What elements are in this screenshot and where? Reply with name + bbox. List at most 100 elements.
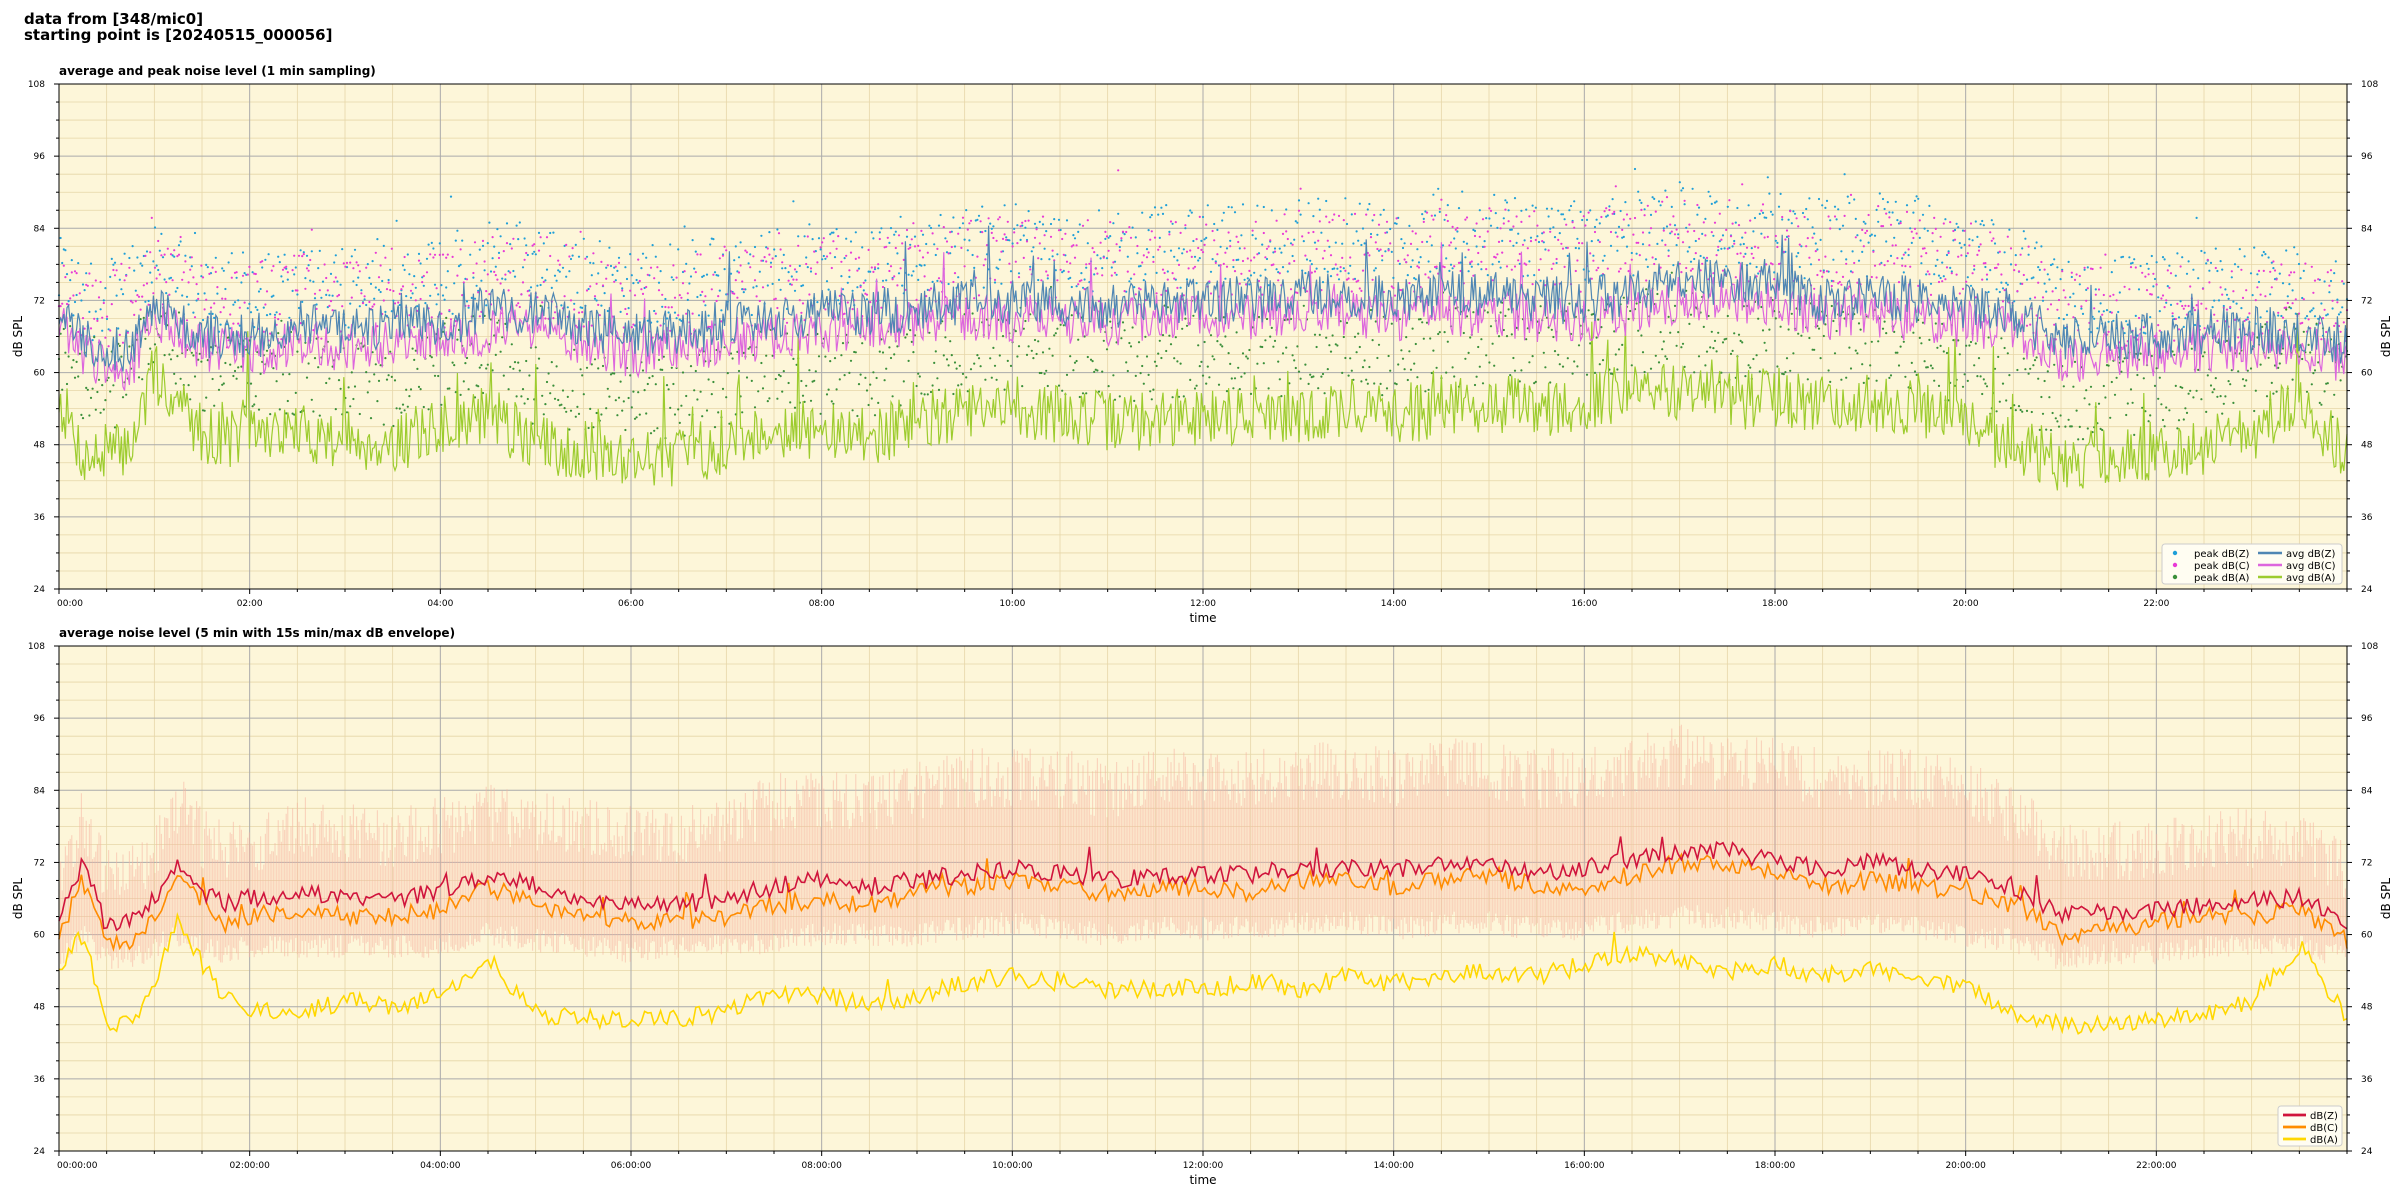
peak-dot — [256, 308, 259, 311]
peak-dot — [201, 318, 205, 322]
peak-dot — [317, 267, 320, 270]
peak-dot — [659, 270, 662, 273]
peak-dot — [896, 252, 899, 255]
peak-dot — [245, 273, 248, 276]
peak-dot — [857, 267, 861, 270]
peak-dot — [697, 314, 701, 317]
peak-dot — [811, 238, 814, 241]
peak-dot — [701, 275, 704, 278]
peak-dot — [877, 267, 880, 270]
peak-dot — [709, 243, 712, 246]
peak-dot — [872, 237, 875, 240]
peak-dot — [336, 280, 339, 283]
peak-dot — [313, 297, 317, 300]
peak-dot — [328, 294, 331, 297]
peak-dot — [952, 216, 955, 219]
peak-dot — [622, 294, 625, 298]
peak-dot — [761, 259, 765, 262]
peak-dot — [326, 306, 329, 309]
peak-dot — [277, 255, 280, 258]
peak-dot — [694, 250, 697, 253]
peak-dot — [288, 316, 291, 319]
peak-dot — [497, 251, 501, 254]
peak-dot — [475, 284, 478, 287]
peak-dot — [192, 311, 195, 314]
peak-dot — [918, 263, 921, 266]
peak-dot — [897, 272, 901, 275]
peak-dot — [438, 242, 441, 245]
peak-dot — [840, 275, 843, 278]
peak-dot — [665, 317, 669, 320]
peak-dot — [782, 253, 785, 256]
peak-dot — [990, 227, 993, 230]
peak-dot — [912, 270, 915, 273]
peak-dot — [603, 292, 606, 295]
peak-dot — [984, 229, 987, 233]
peak-dot — [819, 248, 822, 251]
peak-dot — [203, 292, 206, 295]
peak-dot — [867, 270, 870, 273]
peak-dot — [585, 255, 589, 258]
peak-dot — [947, 282, 950, 286]
peak-dot — [59, 236, 62, 240]
peak-dot — [830, 231, 833, 234]
peak-dot — [856, 286, 859, 289]
peak-dot — [443, 298, 446, 301]
peak-dot — [237, 299, 240, 302]
peak-dot — [505, 222, 509, 225]
peak-dot — [801, 284, 805, 287]
peak-dot — [640, 267, 643, 270]
plot-area — [57, 167, 2349, 491]
peak-dot — [608, 246, 611, 249]
peak-dot — [957, 276, 960, 279]
peak-dot — [283, 253, 286, 256]
peak-dot — [833, 256, 837, 259]
peak-dot — [501, 277, 504, 280]
peak-dot — [270, 295, 273, 298]
peak-dot — [933, 243, 936, 246]
peak-dot — [433, 283, 437, 286]
peak-dot — [249, 311, 253, 314]
peak-dot — [174, 290, 177, 293]
peak-dot — [901, 284, 904, 287]
peak-dot — [321, 280, 325, 283]
peak-dot — [592, 262, 595, 265]
peak-dot — [453, 282, 456, 285]
peak-dot — [118, 278, 121, 281]
peak-dot — [493, 245, 496, 248]
peak-dot — [909, 243, 912, 246]
peak-dot — [513, 275, 517, 278]
peak-dot — [667, 311, 670, 314]
peak-dot — [661, 305, 664, 308]
peak-dot — [517, 238, 520, 241]
peak-dot — [577, 255, 581, 258]
peak-dot — [128, 256, 131, 260]
peak-dot — [565, 275, 568, 278]
peak-dot — [214, 256, 217, 259]
peak-dot — [73, 300, 77, 304]
peak-dot — [435, 303, 438, 306]
peak-dot — [161, 256, 165, 259]
peak-dot — [96, 317, 99, 320]
peak-dot — [966, 249, 969, 252]
peak-dot — [269, 313, 272, 316]
peak-dot — [920, 264, 923, 267]
peak-dot — [147, 299, 150, 303]
peak-dot — [677, 248, 680, 251]
peak-dot — [329, 272, 333, 275]
peak-dot — [619, 310, 622, 313]
peak-dot — [910, 274, 913, 277]
peak-dot — [581, 306, 584, 309]
peak-dot — [363, 298, 366, 301]
peak-dot — [449, 195, 453, 198]
peak-dot — [221, 267, 224, 270]
peak-dot — [243, 272, 246, 275]
peak-dot — [643, 286, 646, 290]
peak-dot — [446, 270, 449, 273]
peak-dot — [929, 226, 933, 230]
peak-dot — [347, 326, 350, 329]
peak-dot — [558, 270, 561, 273]
peak-dot — [80, 299, 83, 302]
peak-dot — [542, 242, 545, 245]
